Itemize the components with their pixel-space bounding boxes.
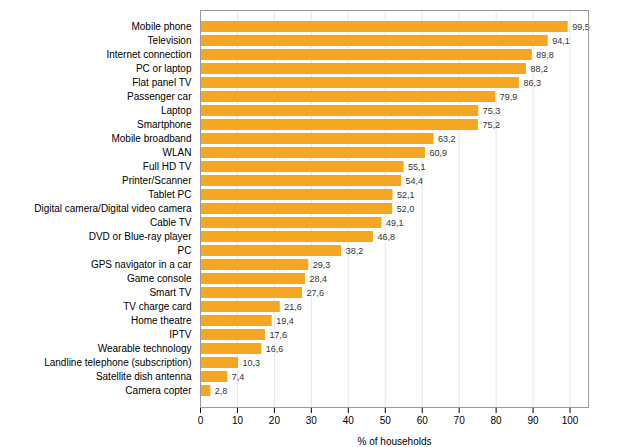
svg-text:100: 100: [562, 415, 579, 426]
svg-text:46,8: 46,8: [377, 232, 395, 242]
svg-text:GPS navigator in a car: GPS navigator in a car: [91, 259, 192, 270]
svg-text:Printer/Scanner: Printer/Scanner: [122, 175, 192, 186]
svg-text:PC: PC: [178, 245, 192, 256]
svg-text:79,9: 79,9: [500, 92, 518, 102]
svg-text:29,3: 29,3: [313, 260, 331, 270]
svg-text:IPTV: IPTV: [169, 329, 192, 340]
svg-text:Full HD TV: Full HD TV: [143, 161, 192, 172]
svg-text:16,6: 16,6: [266, 344, 284, 354]
svg-text:Laptop: Laptop: [161, 105, 192, 116]
svg-text:30: 30: [306, 415, 318, 426]
svg-text:70: 70: [454, 415, 466, 426]
svg-text:Passenger car: Passenger car: [127, 91, 192, 102]
svg-text:PC or laptop: PC or laptop: [136, 63, 192, 74]
svg-text:52,1: 52,1: [397, 190, 415, 200]
svg-text:Home theatre: Home theatre: [131, 315, 192, 326]
svg-text:Camera copter: Camera copter: [125, 385, 192, 396]
svg-text:63,2: 63,2: [438, 134, 456, 144]
svg-text:89,8: 89,8: [536, 50, 554, 60]
svg-text:49,1: 49,1: [386, 218, 404, 228]
svg-text:Landline telephone (subscripti: Landline telephone (subscription): [44, 357, 191, 368]
svg-text:Satellite dish antenna: Satellite dish antenna: [96, 371, 192, 382]
svg-text:88,2: 88,2: [530, 64, 548, 74]
svg-text:99,5: 99,5: [572, 22, 590, 32]
svg-text:50: 50: [380, 415, 392, 426]
svg-text:Flat panel TV: Flat panel TV: [132, 77, 192, 88]
svg-text:20: 20: [269, 415, 281, 426]
svg-text:Mobile phone: Mobile phone: [131, 21, 191, 32]
svg-text:Game console: Game console: [127, 273, 192, 284]
svg-text:Cable TV: Cable TV: [150, 217, 192, 228]
svg-text:Digital camera/Digital video c: Digital camera/Digital video camera: [34, 203, 192, 214]
svg-text:40: 40: [343, 415, 355, 426]
svg-text:52,0: 52,0: [397, 204, 415, 214]
svg-text:54,4: 54,4: [406, 176, 424, 186]
svg-text:Wearable technology: Wearable technology: [98, 343, 192, 354]
svg-text:60,9: 60,9: [430, 148, 448, 158]
svg-text:Internet connection: Internet connection: [106, 49, 191, 60]
svg-text:Television: Television: [148, 35, 192, 46]
svg-text:28,4: 28,4: [309, 274, 327, 284]
svg-text:19,4: 19,4: [276, 316, 294, 326]
svg-text:10,3: 10,3: [243, 358, 261, 368]
svg-text:55,1: 55,1: [408, 162, 426, 172]
svg-text:21,6: 21,6: [284, 302, 302, 312]
svg-text:75,3: 75,3: [483, 106, 501, 116]
svg-text:Tablet PC: Tablet PC: [148, 189, 191, 200]
svg-text:0: 0: [198, 415, 204, 426]
svg-text:10: 10: [232, 415, 244, 426]
svg-text:86,3: 86,3: [523, 78, 541, 88]
svg-text:% of households: % of households: [358, 436, 432, 447]
svg-text:2,8: 2,8: [215, 386, 228, 396]
svg-text:94,1: 94,1: [552, 36, 570, 46]
svg-text:38,2: 38,2: [346, 246, 364, 256]
svg-text:60: 60: [417, 415, 429, 426]
svg-text:Smartphone: Smartphone: [137, 119, 192, 130]
svg-text:WLAN: WLAN: [163, 147, 192, 158]
svg-text:Mobile broadband: Mobile broadband: [111, 133, 191, 144]
svg-text:90: 90: [528, 415, 540, 426]
svg-text:80: 80: [491, 415, 503, 426]
svg-text:17,6: 17,6: [270, 330, 288, 340]
svg-text:DVD or Blue-ray player: DVD or Blue-ray player: [89, 231, 192, 242]
svg-text:Smart TV: Smart TV: [149, 287, 191, 298]
svg-text:7,4: 7,4: [232, 372, 245, 382]
svg-text:TV charge card: TV charge card: [123, 301, 191, 312]
svg-text:27,6: 27,6: [306, 288, 324, 298]
svg-text:75,2: 75,2: [482, 120, 500, 130]
